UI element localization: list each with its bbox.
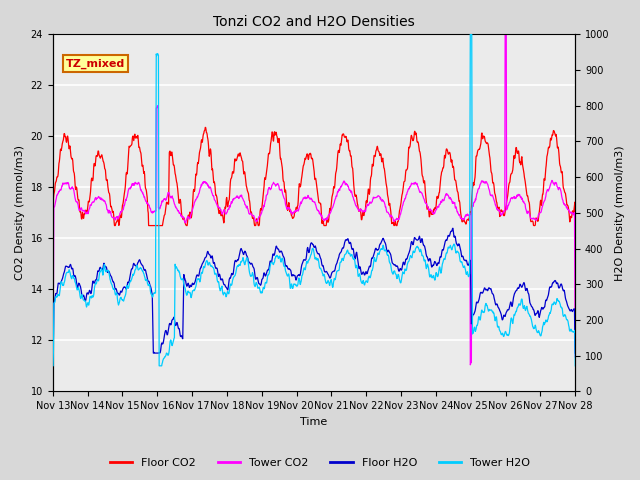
- Y-axis label: H2O Density (mmol/m3): H2O Density (mmol/m3): [615, 145, 625, 281]
- Legend: Floor CO2, Tower CO2, Floor H2O, Tower H2O: Floor CO2, Tower CO2, Floor H2O, Tower H…: [105, 453, 535, 472]
- Title: Tonzi CO2 and H2O Densities: Tonzi CO2 and H2O Densities: [213, 15, 415, 29]
- Text: TZ_mixed: TZ_mixed: [66, 59, 125, 69]
- X-axis label: Time: Time: [300, 417, 328, 427]
- Y-axis label: CO2 Density (mmol/m3): CO2 Density (mmol/m3): [15, 145, 25, 280]
